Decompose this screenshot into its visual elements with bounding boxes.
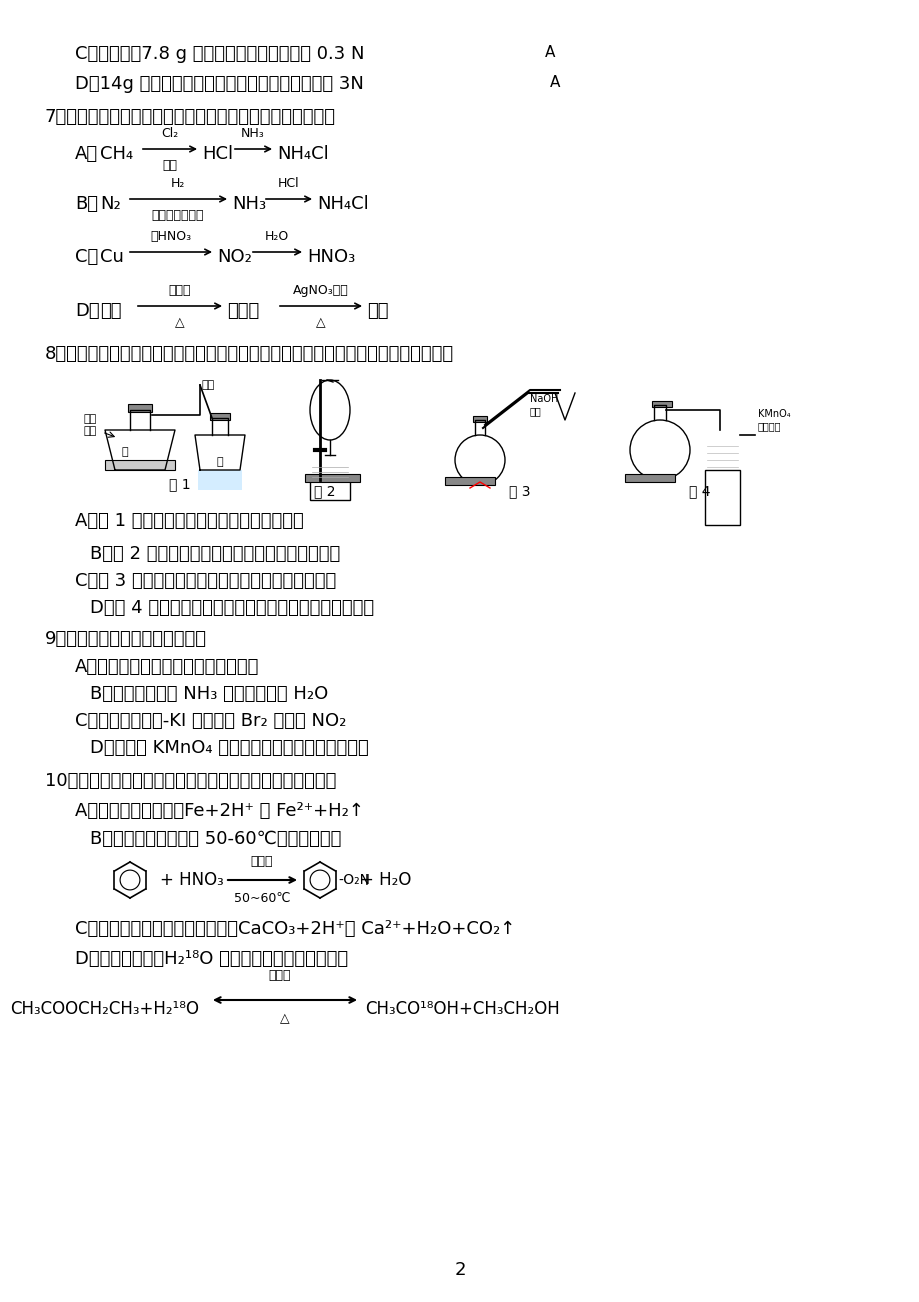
Text: NO₂: NO₂ (217, 247, 252, 266)
Text: B．苯与浓硝酸共热到 50-60℃制取硝基苯：: B．苯与浓硝酸共热到 50-60℃制取硝基苯： (90, 829, 341, 848)
Text: 淀粉: 淀粉 (100, 302, 121, 320)
Text: 10．下列指定反应的化学方程式或离子方程式书写正确的是: 10．下列指定反应的化学方程式或离子方程式书写正确的是 (45, 772, 336, 790)
Text: 2: 2 (454, 1262, 465, 1279)
Bar (472, 417, 486, 422)
Bar (210, 413, 230, 421)
Text: A．铁与稀硝酸反应：Fe+2H⁺ ＝ Fe²⁺+H₂↑: A．铁与稀硝酸反应：Fe+2H⁺ ＝ Fe²⁺+H₂↑ (75, 802, 364, 820)
Text: B．图 2 所示装置可用于分离苯与硝基苯的混合物: B．图 2 所示装置可用于分离苯与硝基苯的混合物 (90, 546, 340, 562)
Text: △: △ (316, 316, 325, 329)
Text: D．: D． (75, 302, 99, 320)
Text: C．: C． (75, 247, 98, 266)
Text: A: A (550, 76, 560, 90)
Text: 催化剂: 催化剂 (168, 284, 191, 297)
Text: C．用湿润的淀粉-KI 试纸鉴别 Br₂ 蒸气与 NO₂: C．用湿润的淀粉-KI 试纸鉴别 Br₂ 蒸气与 NO₂ (75, 712, 346, 730)
Text: H₂: H₂ (171, 177, 185, 190)
Text: 浓硫酸: 浓硫酸 (251, 855, 273, 868)
Bar (128, 404, 152, 411)
Text: HCl: HCl (202, 145, 233, 163)
Text: Cl₂: Cl₂ (161, 128, 178, 141)
Bar (624, 474, 675, 482)
Text: 钠: 钠 (121, 447, 128, 457)
Text: A．: A． (75, 145, 98, 163)
Text: 浓HNO₃: 浓HNO₃ (151, 230, 191, 243)
Text: HNO₃: HNO₃ (307, 247, 355, 266)
Text: + HNO₃: + HNO₃ (160, 871, 223, 889)
Bar (198, 470, 242, 490)
Text: D．图 4 所示装置可证明乙醇与浓硫酸溶液共热生成乙烯: D．图 4 所示装置可证明乙醇与浓硫酸溶液共热生成乙烯 (90, 599, 374, 617)
Text: H₂O: H₂O (265, 230, 289, 243)
Text: B．用浓硫酸除去 NH₃ 中混有的少量 H₂O: B．用浓硫酸除去 NH₃ 中混有的少量 H₂O (90, 685, 328, 703)
Text: CH₄: CH₄ (100, 145, 133, 163)
Text: △: △ (175, 316, 185, 329)
Text: 葡萄糖: 葡萄糖 (227, 302, 259, 320)
Text: 稀硫酸: 稀硫酸 (268, 969, 291, 982)
Text: 银镜: 银镜 (367, 302, 388, 320)
Text: A．用溴水区分四氯化碳、酒精、己烯: A．用溴水区分四氯化碳、酒精、己烯 (75, 658, 259, 676)
Text: △: △ (280, 1012, 289, 1025)
Text: 9．下列实验设计能达到目的的是: 9．下列实验设计能达到目的的是 (45, 630, 207, 648)
Bar (652, 401, 671, 408)
Bar (445, 477, 494, 486)
Text: C．常温下，7.8 g 苯中含有的碳碳双键数为 0.3 N: C．常温下，7.8 g 苯中含有的碳碳双键数为 0.3 N (75, 46, 364, 62)
Text: -O₂N: -O₂N (337, 874, 369, 887)
Text: NH₄Cl: NH₄Cl (317, 195, 369, 214)
Text: D．用酸性 KMnO₄ 溶液除去乙烷中混有的少量乙烯: D．用酸性 KMnO₄ 溶液除去乙烷中混有的少量乙烯 (90, 740, 369, 756)
Text: C．用食醋除去暖水瓶里的水垢：CaCO₃+2H⁺＝ Ca²⁺+H₂O+CO₂↑: C．用食醋除去暖水瓶里的水垢：CaCO₃+2H⁺＝ Ca²⁺+H₂O+CO₂↑ (75, 921, 515, 937)
Text: A．图 1 所示装置可用于测定乙醇的分子结构: A．图 1 所示装置可用于测定乙醇的分子结构 (75, 512, 303, 530)
Bar (105, 460, 175, 470)
Text: CH₃COOCH₂CH₃+H₂¹⁸O: CH₃COOCH₂CH₃+H₂¹⁸O (10, 1000, 199, 1018)
Text: Cu: Cu (100, 247, 124, 266)
Text: NH₄Cl: NH₄Cl (277, 145, 328, 163)
Bar (310, 480, 349, 500)
Text: NH₃: NH₃ (241, 128, 265, 141)
Text: D．将乙酸乙酯、H₂¹⁸O 和稀硫酸充分混合并加热：: D．将乙酸乙酯、H₂¹⁸O 和稀硫酸充分混合并加热： (75, 950, 347, 967)
Text: KMnO₄
酸性溶液: KMnO₄ 酸性溶液 (757, 409, 789, 431)
Text: A: A (544, 46, 555, 60)
Text: 8．用下列实验装置进行相应的实验（部分夹持仪器已省略），能够达到实验目的的是: 8．用下列实验装置进行相应的实验（部分夹持仪器已省略），能够达到实验目的的是 (45, 345, 454, 363)
Text: CH₃CO¹⁸OH+CH₃CH₂OH: CH₃CO¹⁸OH+CH₃CH₂OH (365, 1000, 559, 1018)
Text: AgNO₃溶液: AgNO₃溶液 (293, 284, 348, 297)
Text: 导管: 导管 (202, 380, 215, 391)
Text: 图 2: 图 2 (314, 484, 335, 497)
Bar (704, 470, 739, 525)
Text: 无水
乙醇: 无水 乙醇 (84, 414, 96, 436)
Text: N₂: N₂ (100, 195, 120, 214)
Text: HCl: HCl (278, 177, 300, 190)
Text: 7．在给定条件下，下列选项所示的物质间转化不能实现的是: 7．在给定条件下，下列选项所示的物质间转化不能实现的是 (45, 108, 335, 126)
Text: D．14g 乙烯与聚乙烯的混合物中含有的原子数为 3N: D．14g 乙烯与聚乙烯的混合物中含有的原子数为 3N (75, 76, 364, 92)
Text: C．图 3 所示装置可用于实验室制备和分离乙酸乙酯: C．图 3 所示装置可用于实验室制备和分离乙酸乙酯 (75, 572, 335, 590)
Text: + H₂O: + H₂O (359, 871, 411, 889)
Text: 50~60℃: 50~60℃ (233, 892, 289, 905)
Text: 图 1: 图 1 (169, 477, 190, 491)
Text: NaOH
溶液: NaOH 溶液 (529, 395, 558, 415)
Text: 图 3: 图 3 (509, 484, 530, 497)
Text: 光照: 光照 (163, 159, 177, 172)
Bar (305, 474, 359, 482)
Text: 水: 水 (217, 457, 223, 467)
Text: NH₃: NH₃ (232, 195, 266, 214)
Text: B．: B． (75, 195, 98, 214)
Text: 高温高压催化剂: 高温高压催化剂 (152, 210, 204, 223)
Text: 图 4: 图 4 (688, 484, 710, 497)
